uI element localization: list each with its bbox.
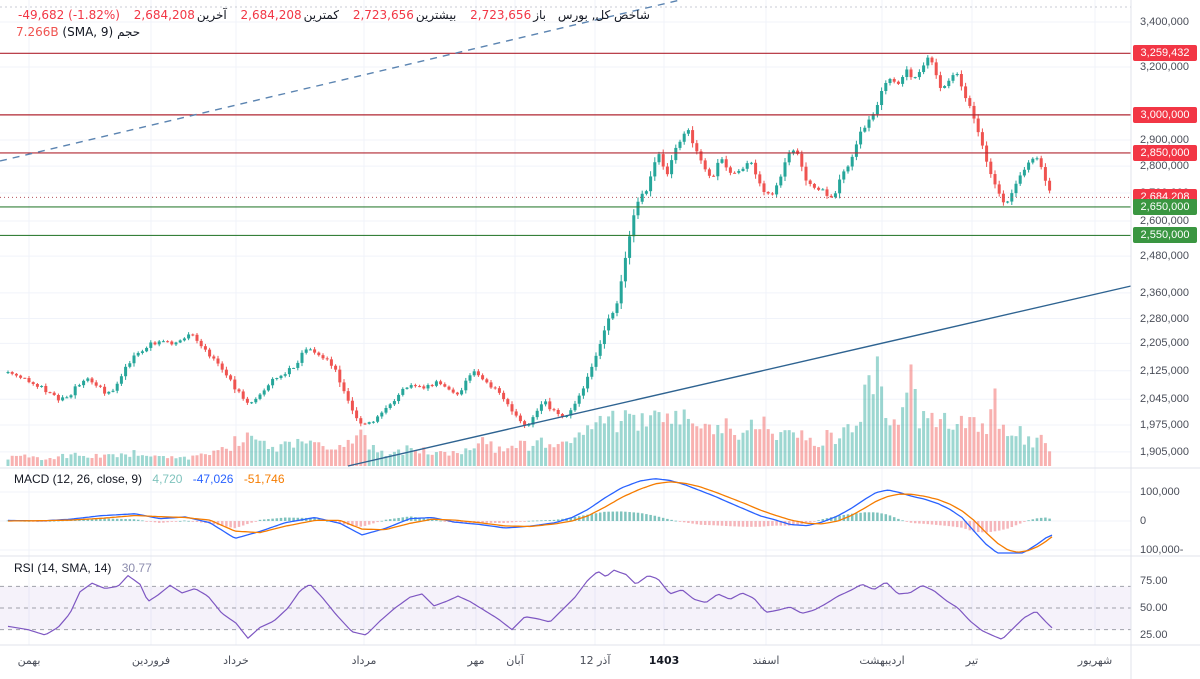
time-label: خرداد — [223, 654, 249, 667]
price-tick: 2,280,000 — [1140, 312, 1189, 325]
price-tick: 1,905,000 — [1140, 445, 1189, 458]
rsi-legend: RSI (14, SMA, 14) 30.77 — [14, 561, 159, 575]
low-label: کمترین — [303, 8, 339, 22]
rsi-tick: 50.00 — [1140, 602, 1168, 614]
last-label: آخرین — [196, 8, 227, 22]
macd-signal-value: -51,746 — [243, 472, 285, 486]
time-label: بهمن — [17, 654, 41, 667]
time-label: اردیبهشت — [859, 654, 905, 667]
price-tick: 1,975,000 — [1140, 419, 1189, 432]
symbol-title[interactable]: شاخص کل, بورس — [557, 8, 650, 22]
time-label: مهر — [467, 654, 485, 667]
open-label: باز — [533, 8, 546, 22]
macd-line-value: -47,026 — [192, 472, 234, 486]
level-lines — [0, 52, 1131, 237]
time-label: 1403 — [648, 654, 680, 667]
price-level-badge: 3,000,000 — [1133, 106, 1197, 123]
macd-tick: 100,000 — [1140, 486, 1180, 498]
price-tick: 2,900,000 — [1140, 134, 1189, 147]
high-label: بیشترین — [415, 8, 457, 22]
price-level-badge: 2,850,000 — [1133, 144, 1197, 161]
macd-title[interactable]: MACD (12, 26, close, 9) — [14, 472, 143, 486]
price-tick: 2,125,000 — [1140, 364, 1189, 377]
price-tick: 2,600,000 — [1140, 215, 1189, 228]
time-label: آبان — [506, 654, 524, 667]
macd-tick: 100,000- — [1140, 544, 1184, 556]
macd-histogram — [6, 511, 1051, 533]
open-value: 2,723,656 — [470, 8, 532, 22]
rsi-value: 30.77 — [121, 561, 152, 575]
time-label: فروردین — [131, 654, 171, 667]
price-tick: 2,480,000 — [1140, 250, 1189, 263]
volume-bars — [6, 356, 1052, 466]
time-label: تیر — [965, 654, 979, 667]
volume-value: 7.266B — [16, 25, 59, 39]
volume-legend: حجم (SMA, 9) 7.266B — [8, 25, 140, 39]
time-label: اسفند — [752, 654, 780, 667]
price-tick: 2,360,000 — [1140, 286, 1189, 299]
price-level-badge: 2,550,000 — [1133, 227, 1197, 244]
price-level-badge: 3,259,432 — [1133, 45, 1197, 62]
price-tick: 2,800,000 — [1140, 160, 1189, 173]
macd-tick: 0 — [1140, 515, 1147, 527]
change-value: -49,682 (-1.82%) — [18, 8, 120, 22]
rsi-tick: 25.00 — [1140, 629, 1168, 641]
time-label: 12 آذر — [579, 654, 611, 667]
rsi-title[interactable]: RSI (14, SMA, 14) — [14, 561, 112, 575]
time-label: مرداد — [351, 654, 377, 667]
price-tick: 3,200,000 — [1140, 60, 1189, 73]
price-tick: 2,045,000 — [1140, 393, 1189, 406]
time-label: شهریور — [1077, 654, 1113, 667]
rsi-band — [0, 585, 1131, 631]
candles — [6, 55, 1052, 429]
gridlines — [0, 0, 1131, 645]
low-value: 2,684,208 — [240, 8, 302, 22]
rsi-tick: 75.00 — [1140, 575, 1168, 587]
trend-lines — [0, 0, 1132, 467]
volume-ma-label: (SMA, 9) — [62, 25, 114, 39]
price-tick: 3,400,000 — [1140, 16, 1189, 28]
price-level-badge: 2,650,000 — [1133, 198, 1197, 215]
high-value: 2,723,656 — [352, 8, 414, 22]
macd-legend: MACD (12, 26, close, 9) 4,720 -47,026 -5… — [14, 472, 292, 486]
volume-label: حجم — [117, 25, 141, 39]
price-tick: 2,205,000 — [1140, 337, 1189, 350]
macd-hist-value: 4,720 — [152, 472, 183, 486]
symbol-legend: شاخص کل, بورس باز2,723,656 بیشترین2,723,… — [8, 8, 650, 22]
last-value: 2,684,208 — [133, 8, 195, 22]
indicator-lines — [7, 478, 1053, 640]
